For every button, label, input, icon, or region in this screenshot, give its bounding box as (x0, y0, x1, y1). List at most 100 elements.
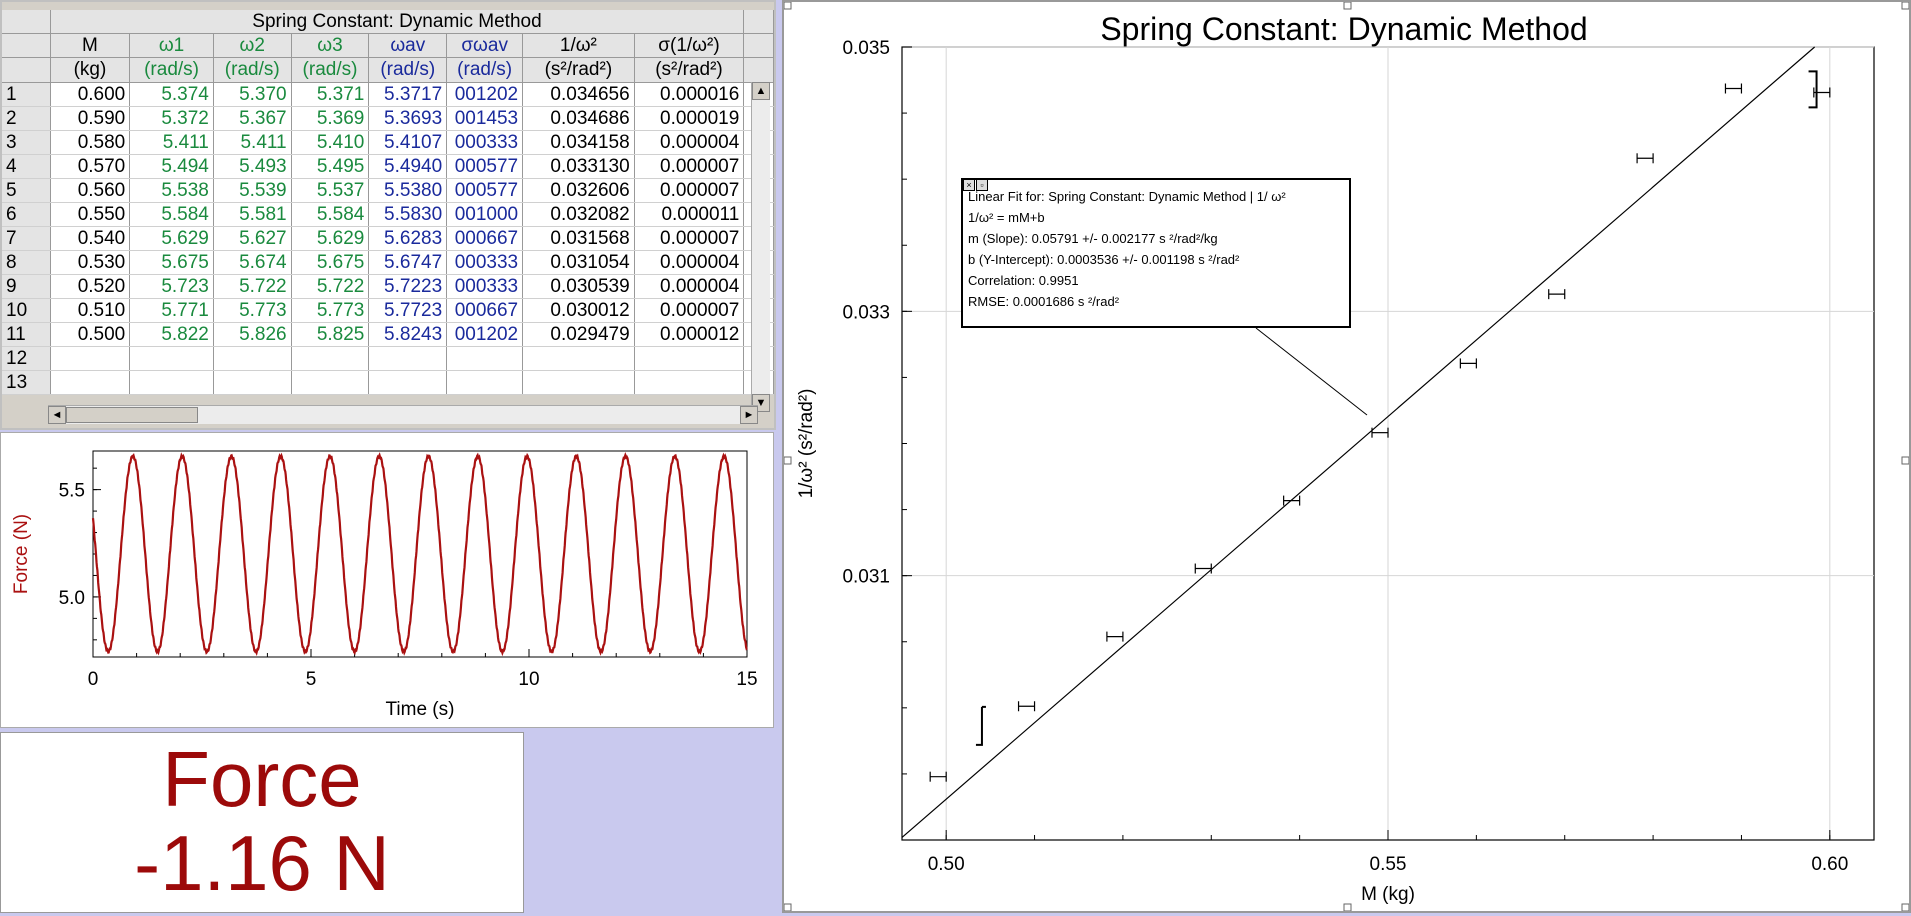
table-cell[interactable]: 0.034158 (522, 130, 635, 155)
table-cell[interactable]: 5.7723 (368, 298, 448, 323)
table-cell[interactable] (213, 346, 292, 371)
table-cell[interactable]: 5.6283 (368, 226, 448, 251)
table-cell[interactable]: 5.722 (291, 274, 370, 299)
table-cell[interactable]: 5.722 (213, 274, 292, 299)
table-cell[interactable]: 0.590 (50, 106, 131, 131)
table-cell[interactable]: 000667 (446, 226, 524, 251)
table-cell[interactable]: 000577 (446, 154, 524, 179)
column-header-name[interactable]: ω1 (129, 33, 214, 58)
table-cell[interactable]: 0.580 (50, 130, 131, 155)
table-cell[interactable]: 5.410 (291, 130, 370, 155)
table-cell[interactable]: 5.584 (291, 202, 370, 227)
table-cell[interactable] (368, 370, 448, 395)
table-cell[interactable]: 5.826 (213, 322, 292, 347)
table-row[interactable]: 2 0.590 5.372 5.367 5.369 5.3693 001453 0.03468… (2, 106, 774, 131)
table-cell[interactable]: 5.629 (129, 226, 214, 251)
table-cell[interactable]: 0.034656 (522, 82, 635, 107)
table-cell[interactable]: 5.773 (291, 298, 370, 323)
table-cell[interactable]: 0.000011 (634, 202, 745, 227)
table-cell[interactable]: 0.030012 (522, 298, 635, 323)
table-cell[interactable]: 001202 (446, 82, 524, 107)
table-cell[interactable]: 5.367 (213, 106, 292, 131)
table-cell[interactable]: 5.494 (129, 154, 214, 179)
table-cell[interactable]: 0.530 (50, 250, 131, 275)
table-cell[interactable]: 5.374 (129, 82, 214, 107)
table-cell[interactable]: 0.031568 (522, 226, 635, 251)
table-cell[interactable] (634, 370, 745, 395)
table-cell[interactable] (129, 370, 214, 395)
table-cell[interactable] (213, 370, 292, 395)
table-row[interactable]: 9 0.520 5.723 5.722 5.722 5.7223 000333 0.03053… (2, 274, 774, 299)
table-cell[interactable]: 5.6747 (368, 250, 448, 275)
table-cell[interactable]: 5.537 (291, 178, 370, 203)
table-cell[interactable]: 5.4107 (368, 130, 448, 155)
table-cell[interactable] (129, 346, 214, 371)
table-cell[interactable]: 000333 (446, 250, 524, 275)
table-cell[interactable]: 5.675 (291, 250, 370, 275)
table-cell[interactable]: 0.000019 (634, 106, 745, 131)
table-cell[interactable]: 5.5830 (368, 202, 448, 227)
table-row[interactable]: 10 0.510 5.771 5.773 5.773 5.7723 000667 0.0300… (2, 298, 774, 323)
table-cell[interactable]: 0.034686 (522, 106, 635, 131)
options-icon[interactable]: ▫ (976, 179, 988, 191)
table-cell[interactable]: 0.000016 (634, 82, 745, 107)
table-cell[interactable]: 0.550 (50, 202, 131, 227)
table-cell[interactable]: 5.4940 (368, 154, 448, 179)
table-cell[interactable]: 5.584 (129, 202, 214, 227)
close-icon[interactable]: × (963, 179, 975, 191)
table-horizontal-scrollbar[interactable]: ◄ ► (48, 405, 758, 424)
table-cell[interactable]: 000333 (446, 274, 524, 299)
column-header-name[interactable]: σ(1/ω²) (634, 33, 745, 58)
table-cell[interactable]: 0.000007 (634, 226, 745, 251)
table-row[interactable]: 13 (2, 370, 774, 395)
column-header-name[interactable]: 1/ω² (522, 33, 635, 58)
force-graph[interactable]: 0 5 10 15 5.0 5.5 Time (s) Force (N) (1, 433, 773, 727)
table-row[interactable]: 3 0.580 5.411 5.411 5.410 5.4107 000333 0.03415… (2, 130, 774, 155)
table-cell[interactable]: 5.371 (291, 82, 370, 107)
column-header-name[interactable]: ω2 (213, 33, 292, 58)
table-cell[interactable]: 0.031054 (522, 250, 635, 275)
table-row[interactable]: 12 (2, 346, 774, 371)
table-cell[interactable]: 5.3717 (368, 82, 448, 107)
table-cell[interactable]: 000577 (446, 178, 524, 203)
main-graph-panel[interactable]: Spring Constant: Dynamic Method 0.50 0.55 0… (782, 0, 1911, 913)
table-row[interactable]: 6 0.550 5.584 5.581 5.584 5.5830 001000 0.03208… (2, 202, 774, 227)
table-cell[interactable]: 0.029479 (522, 322, 635, 347)
table-cell[interactable] (446, 370, 524, 395)
table-cell[interactable]: 5.771 (129, 298, 214, 323)
column-header-name[interactable]: M (50, 33, 131, 58)
table-cell[interactable]: 0.560 (50, 178, 131, 203)
table-cell[interactable]: 0.000004 (634, 130, 745, 155)
table-cell[interactable]: 0.000007 (634, 178, 745, 203)
force-graph-panel[interactable]: 0 5 10 15 5.0 5.5 Time (s) Force (N) (0, 432, 774, 728)
column-header-name[interactable]: ωav (368, 33, 448, 58)
table-vertical-scrollbar[interactable]: ▲ ▼ (751, 82, 770, 412)
table-cell[interactable] (50, 370, 131, 395)
scroll-right-icon[interactable]: ► (740, 406, 758, 424)
table-cell[interactable] (368, 346, 448, 371)
table-cell[interactable]: 0.520 (50, 274, 131, 299)
table-cell[interactable]: 001453 (446, 106, 524, 131)
table-cell[interactable] (634, 346, 745, 371)
table-cell[interactable]: 5.723 (129, 274, 214, 299)
table-row[interactable]: 8 0.530 5.675 5.674 5.675 5.6747 000333 0.03105… (2, 250, 774, 275)
table-cell[interactable]: 0.000012 (634, 322, 745, 347)
table-cell[interactable]: 5.627 (213, 226, 292, 251)
column-header-name[interactable]: σωav (446, 33, 524, 58)
table-cell[interactable] (446, 346, 524, 371)
table-cell[interactable]: 5.822 (129, 322, 214, 347)
table-cell[interactable] (522, 346, 635, 371)
table-cell[interactable]: 0.000007 (634, 298, 745, 323)
table-cell[interactable]: 0.000007 (634, 154, 745, 179)
table-cell[interactable]: 5.629 (291, 226, 370, 251)
table-cell[interactable]: 5.369 (291, 106, 370, 131)
column-header-name[interactable]: ω3 (291, 33, 370, 58)
table-cell[interactable] (522, 370, 635, 395)
table-row[interactable]: 4 0.570 5.494 5.493 5.495 5.4940 000577 0.03313… (2, 154, 774, 179)
table-cell[interactable]: 0.030539 (522, 274, 635, 299)
table-cell[interactable]: 001202 (446, 322, 524, 347)
table-cell[interactable] (291, 346, 370, 371)
table-cell[interactable] (50, 346, 131, 371)
table-cell[interactable]: 0.570 (50, 154, 131, 179)
table-row[interactable]: 1 0.600 5.374 5.370 5.371 5.3717 001202 0.03465… (2, 82, 774, 107)
